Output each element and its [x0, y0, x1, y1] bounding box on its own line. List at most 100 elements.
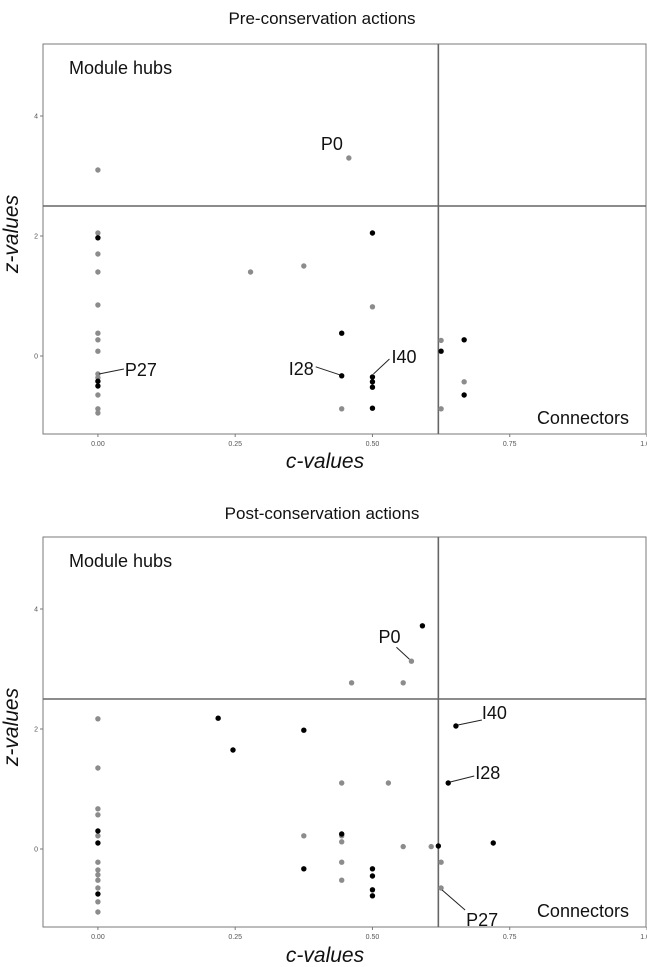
x-tick-label: 0.00 [91, 441, 105, 448]
black-point [369, 384, 376, 390]
x-tick-label: 0.50 [366, 934, 380, 941]
grey-point [95, 806, 101, 812]
grey-point [95, 337, 101, 343]
black-point [445, 780, 451, 786]
grey-point [95, 885, 101, 891]
grey-point [301, 833, 307, 839]
grey-point [385, 780, 392, 786]
grey-point [95, 909, 101, 915]
grey-point [438, 337, 444, 344]
black-point [369, 379, 376, 385]
grey-point [95, 877, 101, 883]
annotation-label-i28: I28 [289, 359, 314, 379]
grey-point [95, 410, 101, 416]
black-point [95, 840, 101, 846]
grey-point [339, 839, 345, 845]
grey-point [95, 330, 101, 336]
y-tick-label: 0 [34, 847, 38, 854]
x-tick-label: 1.00 [640, 934, 647, 941]
black-point [95, 235, 101, 241]
black-point [95, 378, 101, 384]
black-point [339, 330, 345, 336]
grey-point [95, 867, 101, 873]
chart-title: Pre-conservation actions [228, 9, 415, 28]
y-axis-title: z-values [0, 687, 23, 767]
grey-point [339, 877, 345, 883]
black-point [435, 843, 442, 849]
black-point [369, 405, 376, 411]
x-axis-title: c-values [286, 450, 365, 473]
plot-frame [42, 43, 647, 435]
annotation-leader-line [98, 368, 125, 375]
black-point [369, 374, 376, 380]
grey-point [438, 406, 444, 412]
black-point [230, 747, 236, 753]
grey-point [400, 680, 406, 686]
annotation-label-p0: P0 [321, 134, 343, 154]
annotation-label-i40: I40 [482, 703, 507, 723]
grey-point [95, 406, 101, 412]
grey-point [95, 392, 101, 398]
y-tick-label: 4 [34, 114, 38, 121]
grey-point [95, 812, 101, 818]
black-point [369, 887, 376, 893]
black-point [461, 392, 467, 398]
black-point [95, 891, 101, 897]
grey-point [339, 859, 345, 865]
grey-point [95, 859, 101, 865]
y-tick-label: 4 [34, 607, 38, 614]
grey-point [95, 269, 101, 275]
region-label-connectors: Connectors [537, 408, 629, 428]
grey-point [346, 155, 352, 161]
grey-point [95, 302, 101, 308]
annotation-leader-line [450, 775, 475, 783]
grey-point [247, 269, 254, 275]
x-tick-label: 0.00 [91, 934, 105, 941]
grey-point [461, 379, 467, 385]
grey-point [95, 348, 101, 354]
y-axis-title: z-values [0, 194, 23, 274]
y-tick-label: 2 [34, 234, 38, 241]
grey-point [95, 833, 101, 839]
annotation-label-p27: P27 [466, 910, 498, 930]
black-point [339, 831, 345, 837]
grey-point [95, 167, 101, 173]
chart-panel-1: Pre-conservation actions 0.00 0.25 0.50 0.75… [0, 9, 647, 473]
x-tick-label: 0.50 [366, 441, 380, 448]
grey-point [369, 304, 376, 310]
grey-point [95, 251, 101, 257]
grey-point [95, 716, 101, 722]
black-point [490, 840, 496, 846]
grey-point [95, 765, 101, 771]
y-tick-label: 0 [34, 354, 38, 361]
grey-point [95, 872, 101, 878]
grey-point [438, 859, 444, 865]
grey-point [95, 230, 101, 236]
x-tick-label: 0.25 [228, 441, 242, 448]
black-point [438, 348, 444, 354]
region-label-module-hubs: Module hubs [69, 551, 172, 571]
grey-point [339, 406, 345, 412]
grey-point [339, 780, 345, 786]
chart-panel-2: Post-conservation actions 0.00 0.25 0.50 0.7… [0, 504, 647, 967]
grey-point [428, 843, 434, 850]
x-tick-label: 1.00 [640, 441, 647, 448]
annotation-leader-line [373, 358, 390, 375]
black-point [419, 623, 426, 629]
black-point [369, 230, 376, 236]
chart-title: Post-conservation actions [225, 504, 420, 523]
x-axis-title: c-values [286, 944, 365, 967]
black-point [95, 828, 101, 834]
grey-point [400, 843, 406, 850]
grey-point [348, 680, 355, 686]
annotation-label-p27: P27 [125, 360, 157, 380]
grey-point [95, 899, 101, 905]
black-point [369, 866, 376, 872]
annotation-label-i28: I28 [475, 763, 500, 783]
region-label-connectors: Connectors [537, 901, 629, 921]
grey-point [301, 263, 307, 269]
black-point [453, 723, 459, 729]
annotation-leader-line [396, 646, 410, 660]
black-point [301, 727, 307, 733]
